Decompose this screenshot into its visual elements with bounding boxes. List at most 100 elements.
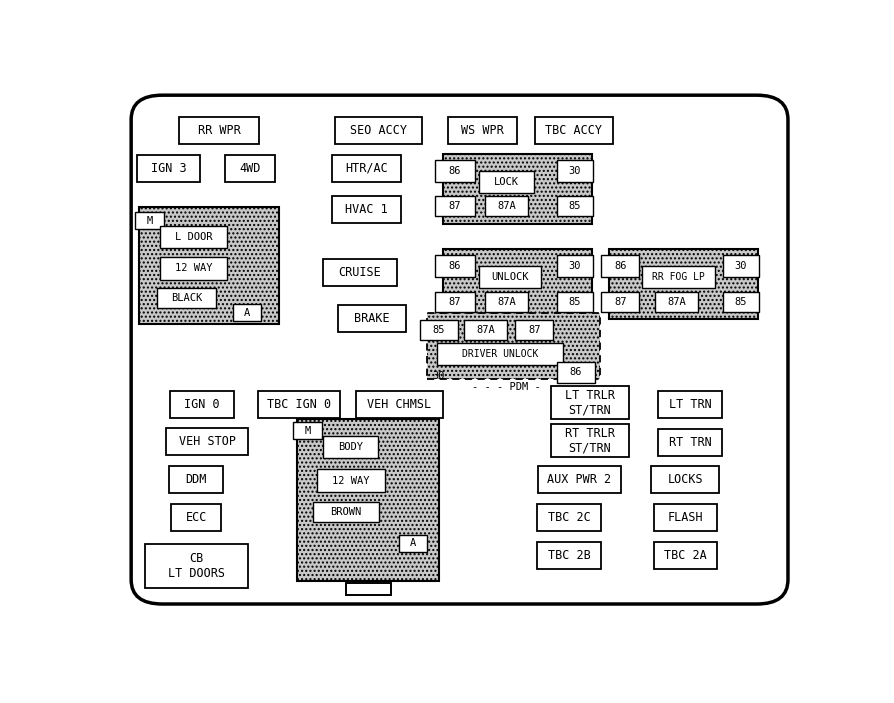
Text: HTR/AC: HTR/AC (345, 162, 388, 175)
Text: DDM: DDM (186, 473, 207, 486)
Bar (233, 304, 261, 321)
Text: 87: 87 (528, 325, 541, 335)
Bar (538, 466, 621, 493)
Bar (557, 160, 593, 182)
Bar (515, 320, 553, 340)
Bar (443, 154, 592, 224)
Bar (609, 249, 758, 319)
Bar (652, 466, 720, 493)
Bar (293, 422, 323, 439)
Text: 30: 30 (569, 166, 581, 176)
Text: AUX PWR 2: AUX PWR 2 (547, 473, 611, 486)
Bar (658, 429, 722, 456)
Bar (419, 320, 458, 340)
Text: LT TRN: LT TRN (669, 399, 712, 411)
Bar (443, 249, 592, 319)
Text: 30: 30 (569, 262, 581, 271)
Bar (642, 266, 715, 288)
Bar (434, 196, 475, 217)
Text: RT TRLR
ST/TRN: RT TRLR ST/TRN (565, 427, 615, 454)
Bar (654, 504, 717, 531)
Text: WS WPR: WS WPR (461, 124, 504, 137)
Bar (332, 196, 401, 224)
Text: 86: 86 (614, 262, 627, 271)
Text: BRAKE: BRAKE (354, 311, 390, 325)
Text: RT TRN: RT TRN (669, 436, 712, 449)
Bar (139, 207, 280, 323)
Bar (655, 292, 698, 312)
Bar (169, 466, 224, 493)
Text: LT TRLR
ST/TRN: LT TRLR ST/TRN (565, 389, 615, 416)
Bar (654, 542, 717, 569)
FancyBboxPatch shape (131, 95, 788, 604)
Bar (335, 117, 422, 144)
Text: SEO ACCY: SEO ACCY (350, 124, 407, 137)
Text: IGN 3: IGN 3 (151, 162, 186, 175)
Text: 12 WAY: 12 WAY (174, 264, 212, 273)
Text: 30: 30 (432, 370, 444, 380)
Text: - - - PDM -: - - - PDM - (472, 382, 541, 392)
Bar (172, 504, 221, 531)
Text: TBC IGN 0: TBC IGN 0 (266, 399, 331, 411)
Text: TBC ACCY: TBC ACCY (545, 124, 603, 137)
Text: DRIVER UNLOCK: DRIVER UNLOCK (461, 349, 538, 359)
Bar (436, 343, 563, 365)
Bar (434, 255, 475, 277)
Text: M: M (305, 426, 311, 436)
Bar (159, 257, 227, 280)
Text: LOCKS: LOCKS (668, 473, 704, 486)
Bar (485, 292, 528, 312)
Bar (537, 542, 601, 569)
Bar (427, 313, 600, 379)
Bar (464, 320, 508, 340)
Text: BODY: BODY (338, 442, 363, 452)
Bar (225, 155, 275, 182)
Text: TBC 2A: TBC 2A (664, 549, 707, 562)
Bar (723, 292, 759, 312)
Text: FLASH: FLASH (668, 511, 704, 524)
Text: 12 WAY: 12 WAY (332, 476, 369, 486)
Bar (551, 425, 628, 457)
Text: L DOOR: L DOOR (174, 232, 212, 242)
Text: 85: 85 (433, 325, 445, 335)
Bar (551, 387, 628, 419)
Text: 87A: 87A (497, 201, 516, 211)
Bar (536, 117, 612, 144)
Text: LOCK: LOCK (494, 176, 519, 187)
Bar (723, 255, 759, 277)
Text: HVAC 1: HVAC 1 (345, 203, 388, 217)
Text: 86: 86 (449, 166, 461, 176)
Bar (434, 160, 475, 182)
Bar (400, 535, 427, 552)
Bar (557, 196, 593, 217)
Bar (159, 226, 227, 248)
Text: 86: 86 (449, 262, 461, 271)
Bar (258, 392, 340, 418)
Text: M: M (147, 216, 153, 226)
Text: 87A: 87A (497, 297, 516, 307)
Text: A: A (244, 308, 250, 318)
Bar (338, 304, 406, 332)
Bar (346, 583, 391, 595)
Bar (316, 469, 384, 492)
Bar (323, 259, 397, 286)
Bar (170, 392, 233, 418)
Bar (602, 292, 639, 312)
Bar (332, 155, 401, 182)
Bar (166, 428, 249, 455)
Text: CRUISE: CRUISE (339, 266, 381, 279)
Text: ECC: ECC (186, 511, 207, 524)
Text: 85: 85 (735, 297, 747, 307)
Text: BROWN: BROWN (330, 507, 361, 517)
Bar (557, 292, 593, 312)
Bar (434, 292, 475, 312)
Text: TBC 2C: TBC 2C (548, 511, 590, 524)
Text: 85: 85 (569, 297, 581, 307)
Bar (658, 392, 722, 418)
Text: TBC 2B: TBC 2B (548, 549, 590, 562)
Text: BLACK: BLACK (171, 293, 202, 303)
Bar (298, 419, 440, 581)
Text: 85: 85 (569, 201, 581, 211)
Bar (479, 171, 535, 193)
Bar (537, 504, 601, 531)
